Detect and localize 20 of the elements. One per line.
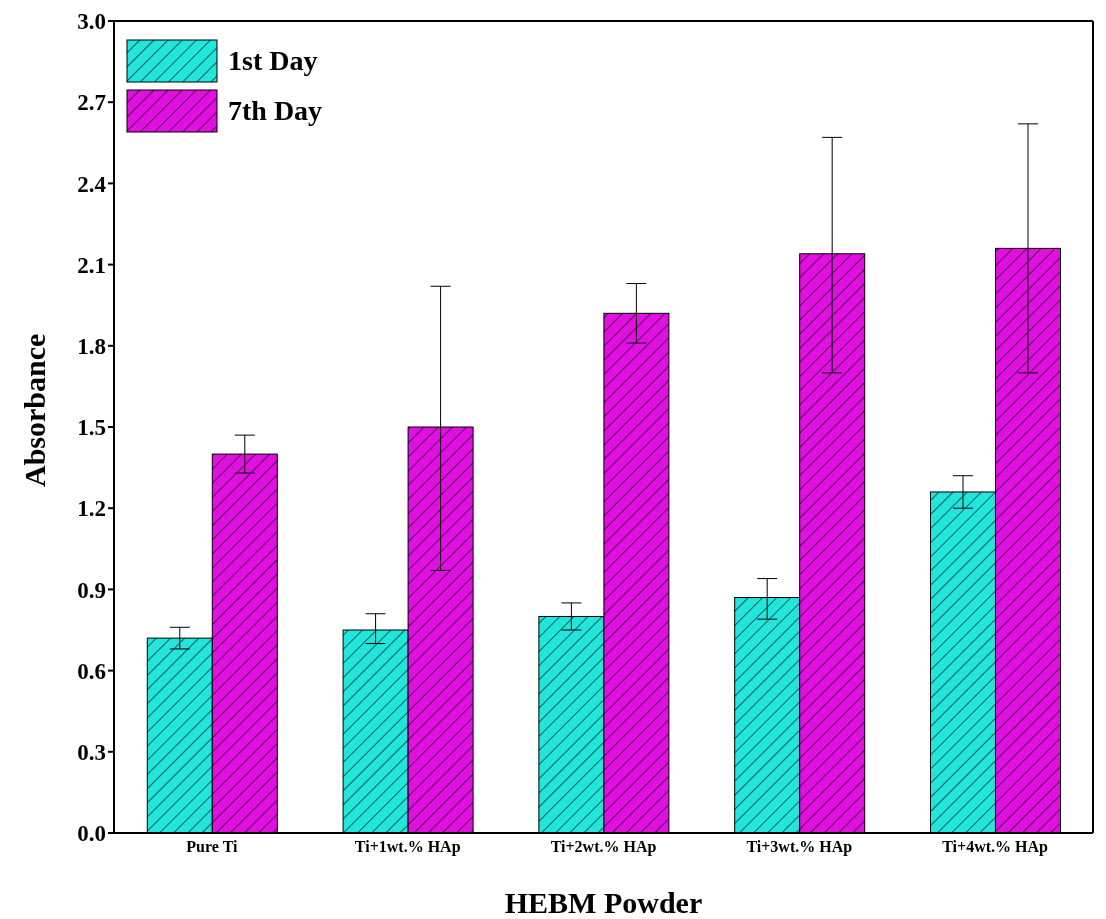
x-tick-label: Ti+4wt.% HAp — [942, 838, 1049, 857]
y-tick-label: 1.5 — [77, 415, 106, 441]
y-tick-label: 0.9 — [77, 577, 106, 603]
y-tick-label: 3.0 — [77, 9, 106, 35]
y-tick-label: 2.1 — [77, 252, 106, 278]
y-axis-title: Absorbance — [17, 333, 51, 487]
legend-label: 1st Day — [228, 45, 318, 77]
x-tick-label: Ti+3wt.% HAp — [746, 838, 853, 857]
x-tick-label: Ti+1wt.% HAp — [354, 838, 461, 857]
y-tick-label: 0.3 — [77, 739, 106, 765]
y-tick-label: 1.2 — [77, 496, 106, 522]
legend-label: 7th Day — [228, 95, 323, 127]
y-tick-label: 2.7 — [77, 90, 106, 116]
y-tick-label: 0.0 — [77, 821, 106, 847]
x-tick-label: Pure Ti — [186, 838, 239, 856]
x-tick-label: Ti+2wt.% HAp — [550, 838, 657, 857]
y-tick-label: 2.4 — [77, 171, 107, 197]
y-tick-label: 0.6 — [77, 658, 106, 684]
x-axis-title: HEBM Powder — [504, 886, 703, 919]
y-tick-label: 1.8 — [77, 333, 106, 359]
